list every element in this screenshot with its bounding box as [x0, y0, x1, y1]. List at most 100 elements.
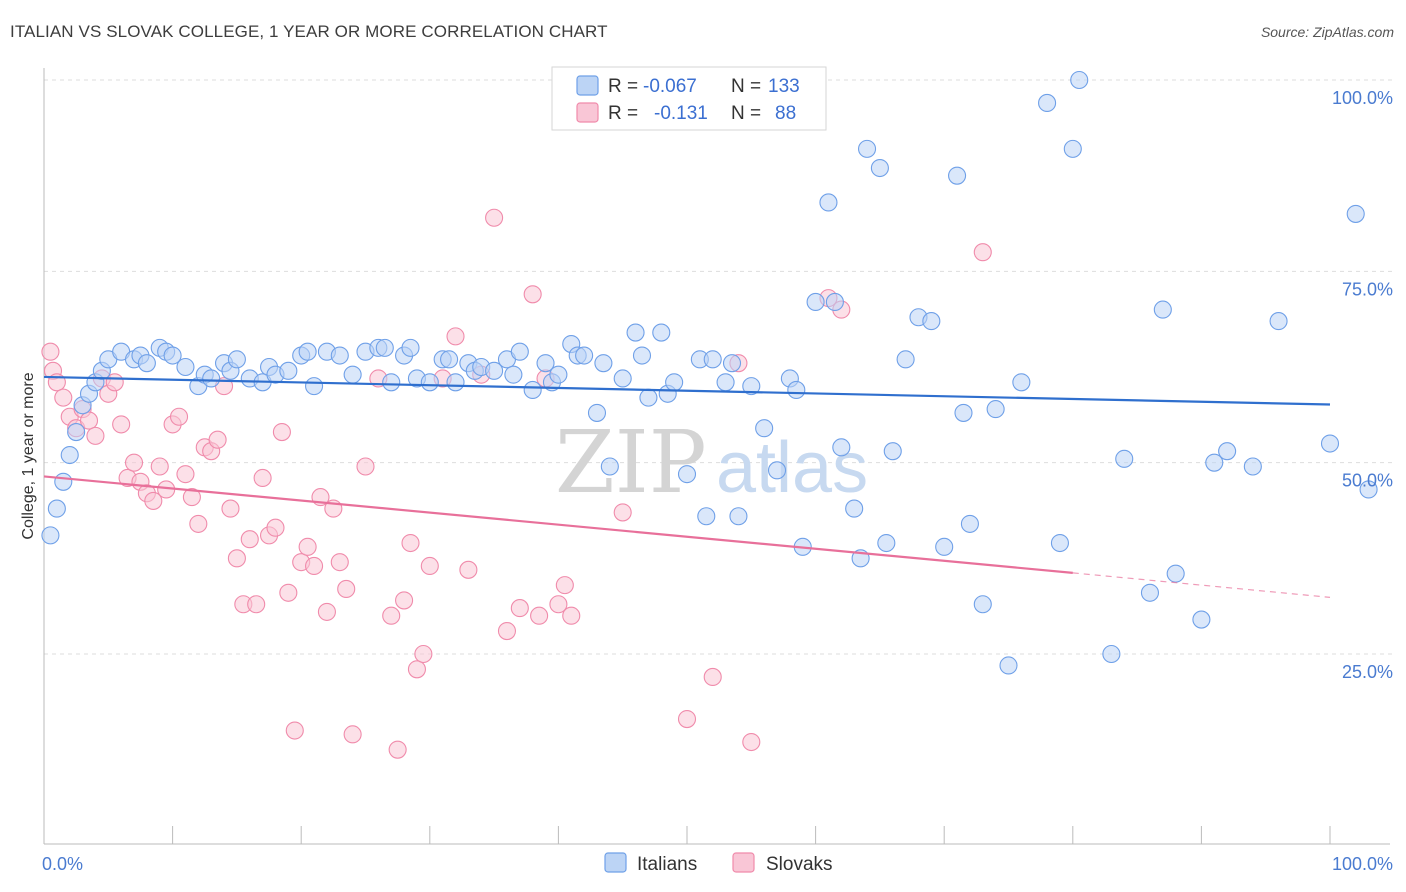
slovaks-point	[227, 549, 246, 568]
slovaks-point	[176, 465, 195, 484]
italians-point	[806, 292, 825, 311]
italians-trend-line	[43, 375, 1331, 406]
italians-point	[1346, 204, 1365, 223]
italians-point	[877, 533, 896, 553]
slovaks-point	[247, 595, 266, 614]
italians-point	[485, 361, 504, 380]
italians-point	[870, 158, 889, 178]
slovaks-point	[189, 514, 208, 533]
slovaks-point	[240, 530, 259, 549]
italians-point	[1153, 300, 1172, 319]
slovaks-point	[562, 606, 581, 625]
italians-point	[401, 338, 420, 357]
slovaks-point	[414, 644, 433, 664]
slovaks-point	[182, 488, 201, 507]
slovaks-point	[144, 491, 163, 510]
italians-point	[1063, 139, 1082, 158]
italians-point	[227, 350, 246, 369]
slovaks-point	[221, 499, 240, 518]
x-tick-label: 100.0%	[1332, 854, 1393, 874]
slovaks-point	[703, 667, 722, 687]
slovaks-trend-line	[43, 475, 1073, 574]
italians-points	[41, 70, 1378, 675]
italians-point	[1050, 533, 1069, 553]
chart-title: ITALIAN VS SLOVAK COLLEGE, 1 YEAR OR MOR…	[10, 22, 608, 41]
italians-point	[504, 365, 523, 384]
italians-point	[1205, 453, 1224, 472]
x-tick-label: 0.0%	[42, 854, 83, 874]
italians-point	[1269, 312, 1288, 331]
bottom-legend-italians: Italians	[637, 854, 697, 875]
italians-point	[986, 400, 1005, 419]
italians-point	[787, 380, 806, 400]
watermark: ZIP atlas	[555, 413, 868, 513]
italians-point	[176, 357, 195, 377]
italians-point	[298, 342, 317, 361]
slovaks-point	[266, 518, 285, 537]
italians-point	[549, 365, 568, 384]
slovaks-point	[86, 426, 105, 445]
slovaks-point	[54, 388, 73, 407]
y-axis-label: College, 1 year or more	[20, 372, 37, 539]
italians-point	[722, 354, 742, 373]
italians-point	[742, 377, 761, 396]
slovaks-point	[382, 606, 401, 625]
italians-point	[677, 465, 697, 484]
italians-point	[575, 346, 594, 365]
slovaks-point	[485, 208, 504, 227]
italians-point	[594, 354, 613, 373]
italians-point	[922, 312, 941, 331]
italians-point	[845, 499, 864, 518]
slovaks-point	[401, 533, 420, 553]
slovaks-point	[395, 591, 414, 610]
tick-labels: 25.0% 50.0% 75.0% 100.0% 0.0% 100.0%	[42, 88, 1393, 874]
italians-point	[510, 342, 529, 361]
italians-point	[1038, 93, 1057, 113]
slovaks-point	[973, 243, 992, 262]
italians-point	[652, 323, 671, 342]
legend-swatch-slovaks	[576, 102, 599, 123]
italians-point	[1166, 564, 1185, 583]
slovaks-point	[407, 660, 426, 679]
legend-n-label-italians: N =	[731, 76, 761, 97]
slovaks-point	[337, 579, 356, 598]
italians-point	[382, 373, 401, 392]
slovaks-point	[317, 602, 336, 621]
slovaks-point	[124, 453, 144, 472]
slovaks-point	[677, 710, 697, 729]
italians-point	[1359, 480, 1378, 499]
legend-n-label-slovaks: N =	[731, 103, 761, 124]
y-tick-label: 50.0%	[1342, 471, 1393, 491]
legend-n-value-italians: 133	[768, 76, 800, 97]
axes	[43, 68, 1390, 845]
italians-point	[767, 461, 787, 480]
italians-point	[305, 377, 324, 396]
bottom-legend-slovaks: Slovaks	[766, 854, 833, 875]
watermark-zip: ZIP	[555, 413, 707, 513]
italians-point	[1070, 70, 1089, 90]
italians-point	[626, 323, 645, 342]
italians-point	[819, 193, 838, 212]
legend-box: R = -0.067 N = 133 R = -0.131 N = 88	[551, 66, 827, 131]
italians-point	[600, 457, 619, 476]
italians-point	[896, 350, 915, 369]
slovaks-point	[555, 576, 574, 595]
y-tick-label: 25.0%	[1342, 662, 1393, 682]
slovaks-point	[343, 725, 362, 744]
slovaks-point	[79, 411, 99, 430]
slovaks-point	[356, 457, 375, 476]
italians-point	[948, 166, 967, 185]
italians-point	[1012, 373, 1031, 392]
italians-point	[279, 361, 298, 380]
italians-point	[665, 373, 684, 392]
italians-point	[857, 139, 877, 158]
italians-point	[632, 346, 652, 365]
italians-point	[999, 656, 1018, 675]
italians-point	[716, 373, 735, 392]
slovaks-point	[510, 599, 529, 618]
italians-point	[832, 438, 851, 457]
slovaks-point	[279, 583, 298, 602]
italians-point	[697, 507, 716, 526]
slovaks-point	[285, 721, 304, 740]
legend-swatch-italians	[576, 75, 599, 96]
